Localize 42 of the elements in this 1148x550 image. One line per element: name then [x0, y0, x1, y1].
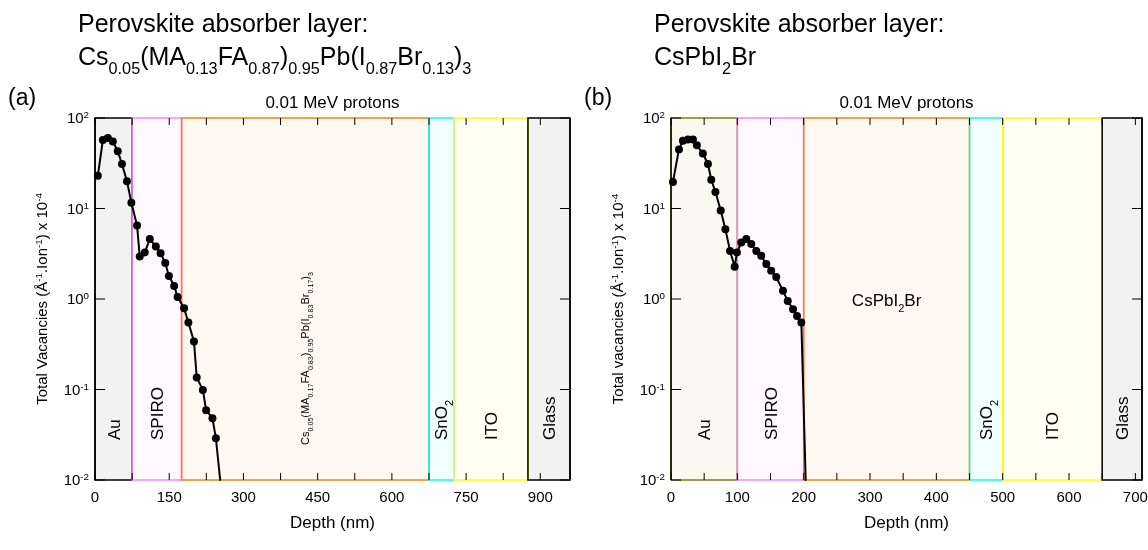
chart-subtitle: 0.01 MeV protons: [265, 93, 400, 112]
band-label: Au: [104, 419, 124, 440]
band-label: ITO: [1043, 411, 1063, 440]
y-tick-label: 10$^{-2}$: [639, 470, 665, 488]
x-tick-label: 400: [923, 488, 949, 505]
band-label: CsPbI$_{2}$Br: [851, 291, 922, 314]
x-tick-label: 450: [305, 488, 331, 505]
x-tick-label: 700: [1122, 488, 1148, 505]
chart-title: Perovskite absorber layer: Cs$_{0.05}$(MA$_{0.13}$FA$_{0.87}$)$_{0.95}$Pb(I$_{0.87}$Br$_{0.13}$)$_{3}$: [78, 9, 472, 77]
band-label: SPIRO: [761, 387, 781, 440]
y-tick-label: 10$^{1}$: [66, 199, 89, 217]
x-tick-label: 0: [666, 488, 676, 505]
x-tick-label: 0: [90, 488, 100, 505]
x-tick-label: 900: [527, 488, 553, 505]
y-tick-label: 10$^{2}$: [66, 108, 89, 126]
x-tick-label: 600: [379, 488, 405, 505]
band-label: SPIRO: [147, 387, 167, 440]
x-axis-title: Depth (nm): [863, 513, 950, 532]
band-label: Glass: [1113, 396, 1133, 440]
x-tick-label: 200: [791, 488, 817, 505]
band-label: Au: [695, 419, 715, 440]
y-tick-label: 10$^{-2}$: [63, 470, 89, 488]
x-tick-label: 300: [230, 488, 256, 505]
x-tick-label: 600: [1056, 488, 1082, 505]
y-tick-label: 10$^{-1}$: [639, 380, 665, 398]
text: (b): [584, 84, 613, 110]
y-tick-label: 10$^{0}$: [642, 289, 666, 307]
x-tick-label: 100: [724, 488, 750, 505]
x-tick-label: 750: [453, 488, 479, 505]
y-tick-label: 10$^{0}$: [66, 289, 90, 307]
y-tick-label: 10$^{2}$: [642, 108, 665, 126]
y-tick-label: 10$^{1}$: [642, 199, 665, 217]
x-tick-label: 500: [990, 488, 1016, 505]
x-axis-title: Depth (nm): [289, 513, 376, 532]
chart-title: Perovskite absorber layer: CsPbI$_{2}$Br: [654, 9, 945, 77]
band-label: Glass: [539, 396, 559, 440]
x-tick-label: 150: [156, 488, 182, 505]
x-tick-label: 300: [857, 488, 883, 505]
text: (a): [8, 84, 37, 110]
y-tick-label: 10$^{-1}$: [63, 380, 89, 398]
band-label: ITO: [481, 411, 501, 440]
chart-subtitle: 0.01 MeV protons: [839, 93, 974, 112]
